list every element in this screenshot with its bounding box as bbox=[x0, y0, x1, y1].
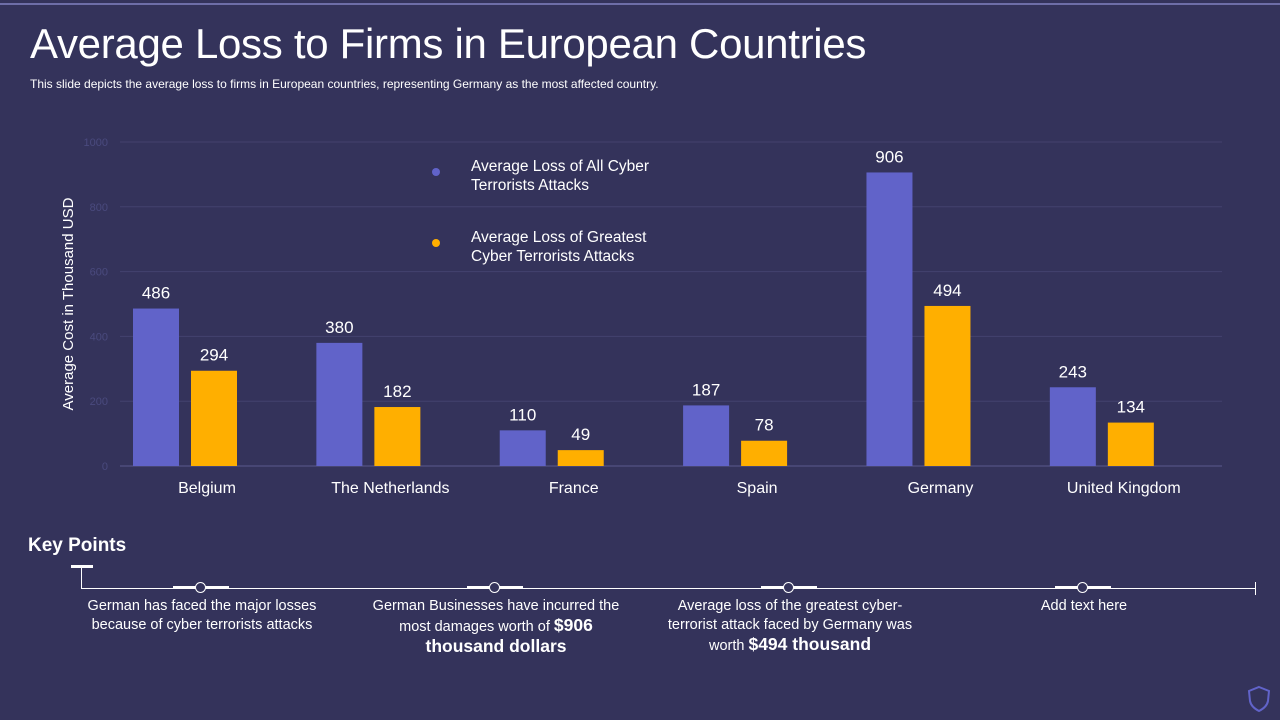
data-label: 110 bbox=[509, 405, 536, 424]
timeline-node bbox=[467, 582, 523, 593]
bar bbox=[1049, 387, 1096, 466]
y-tick-label: 0 bbox=[102, 461, 108, 473]
data-label: 182 bbox=[383, 382, 411, 401]
x-tick-label: United Kingdom bbox=[1067, 480, 1181, 497]
bar bbox=[191, 370, 237, 466]
x-tick-label: France bbox=[549, 480, 599, 497]
bar bbox=[557, 450, 604, 466]
legend-label: Cyber Terrorists Attacks bbox=[471, 248, 635, 265]
timeline-node bbox=[173, 582, 229, 593]
top-divider bbox=[0, 3, 1280, 5]
data-label: 486 bbox=[142, 284, 170, 303]
data-label: 49 bbox=[571, 425, 590, 444]
data-label: 494 bbox=[933, 281, 961, 300]
legend-label: Terrorists Attacks bbox=[471, 177, 589, 194]
key-point-highlight: $494 thousand bbox=[748, 634, 872, 654]
data-label: 187 bbox=[692, 380, 720, 399]
key-point-text: German Businesses have incurred the most… bbox=[372, 598, 620, 656]
key-point-text: Average loss of the greatest cyber-terro… bbox=[667, 598, 913, 654]
key-point-text: German has faced the major losses becaus… bbox=[87, 598, 317, 633]
timeline-end-tick bbox=[1255, 582, 1256, 595]
timeline-node bbox=[761, 582, 817, 593]
bar bbox=[316, 342, 363, 466]
bar bbox=[866, 172, 913, 466]
timeline-start-stem bbox=[81, 567, 82, 589]
key-point-text: Add text here bbox=[1040, 598, 1128, 614]
data-label: 906 bbox=[875, 147, 903, 166]
data-label: 380 bbox=[325, 318, 353, 337]
x-tick-label: The Netherlands bbox=[331, 480, 449, 497]
bar-chart: 0 200 400 600 800 1000 Average Cost in Thousan… bbox=[60, 137, 1222, 497]
y-tick-label: 1000 bbox=[84, 137, 108, 149]
page-title: Average Loss to Firms in European Countr… bbox=[30, 20, 867, 67]
y-tick-label: 200 bbox=[90, 396, 108, 408]
x-tick-label: Belgium bbox=[178, 480, 236, 497]
data-label: 294 bbox=[200, 346, 228, 365]
bar bbox=[133, 308, 179, 466]
x-tick-label: Spain bbox=[737, 480, 778, 497]
y-tick-label: 600 bbox=[90, 267, 108, 279]
bar bbox=[683, 405, 730, 466]
legend-label: Average Loss of Greatest bbox=[471, 229, 647, 246]
bar bbox=[499, 430, 546, 466]
data-label: 243 bbox=[1059, 362, 1087, 381]
shield-icon bbox=[1247, 685, 1271, 713]
y-tick-label: 400 bbox=[90, 331, 108, 343]
key-points-title: Key Points bbox=[28, 535, 127, 556]
legend-marker bbox=[432, 239, 440, 247]
key-point-highlight: $906 thousand dollars bbox=[425, 615, 593, 656]
x-tick-label: Germany bbox=[908, 480, 974, 497]
bar bbox=[924, 305, 971, 466]
data-label: 78 bbox=[755, 416, 774, 435]
bar bbox=[374, 407, 421, 466]
y-tick-label: 800 bbox=[90, 202, 108, 214]
legend-label: Average Loss of All Cyber bbox=[471, 158, 649, 175]
page-subtitle: This slide depicts the average loss to f… bbox=[30, 77, 659, 91]
data-label: 134 bbox=[1117, 398, 1145, 417]
bar bbox=[741, 440, 788, 466]
legend-marker bbox=[432, 168, 440, 176]
timeline-line bbox=[81, 588, 1256, 589]
y-axis-label: Average Cost in Thousand USD bbox=[60, 197, 77, 410]
timeline-start-cap bbox=[71, 565, 93, 568]
bar bbox=[1107, 422, 1154, 466]
timeline-node bbox=[1055, 582, 1111, 593]
